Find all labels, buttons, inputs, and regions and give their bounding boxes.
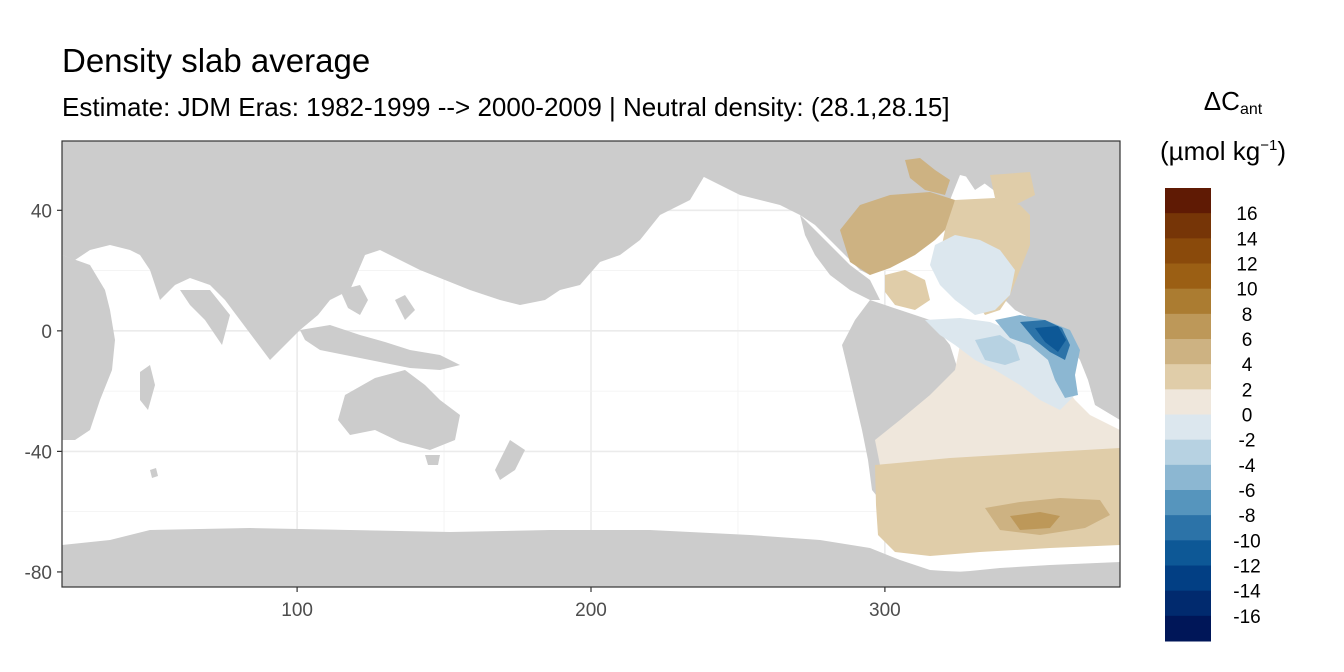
y-axis: 40 0 -40 -80 xyxy=(25,201,62,584)
legend-swatch xyxy=(1165,213,1211,239)
legend-title-symbol: ΔCant xyxy=(1178,86,1288,119)
legend-label: 12 xyxy=(1236,255,1257,276)
legend-label: 6 xyxy=(1242,330,1253,351)
y-tick-label: -80 xyxy=(25,563,52,584)
legend-label: 8 xyxy=(1242,305,1253,326)
region-weddell-core xyxy=(1010,512,1060,530)
legend-swatch xyxy=(1165,339,1211,365)
region-nordic xyxy=(905,158,950,195)
region-carib xyxy=(885,270,930,310)
legend-label: -12 xyxy=(1233,557,1260,578)
legend-label: 2 xyxy=(1242,380,1253,401)
region-south-atlantic xyxy=(875,335,1120,465)
x-tick-label: 200 xyxy=(575,600,607,621)
legend-unit-prefix: (µmol kg xyxy=(1160,136,1261,166)
legend-title-symbol-text: ΔC xyxy=(1203,86,1240,116)
y-tick-label: 0 xyxy=(41,322,52,343)
legend-label: -16 xyxy=(1233,607,1260,628)
region-nordic-2 xyxy=(990,172,1035,205)
legend-swatch xyxy=(1165,464,1211,491)
legend-swatch xyxy=(1165,515,1211,541)
legend-label: -10 xyxy=(1233,531,1260,552)
legend-swatch xyxy=(1165,490,1211,516)
legend-swatch xyxy=(1165,364,1211,390)
legend-label: -2 xyxy=(1239,431,1256,452)
legend-swatch xyxy=(1165,439,1211,466)
legend-swatch xyxy=(1165,188,1211,214)
x-tick-label: 100 xyxy=(281,600,313,621)
legend-swatch xyxy=(1165,389,1211,415)
legend-swatch xyxy=(1165,313,1211,340)
legend-label: 16 xyxy=(1236,204,1257,225)
region-eq-core xyxy=(1035,326,1066,352)
legend-label: -6 xyxy=(1239,481,1256,502)
chart-subtitle: Estimate: JDM Eras: 1982-1999 --> 2000-2… xyxy=(62,92,950,122)
legend-swatch xyxy=(1165,615,1211,642)
legend-swatch xyxy=(1165,238,1211,264)
legend-swatch xyxy=(1165,565,1211,592)
legend-colorbar: 16 14 12 10 8 6 4 2 0 -2 -4 -6 -8 -10 -12 -14 -16 xyxy=(1165,188,1261,642)
legend-label: 0 xyxy=(1242,406,1253,427)
legend-label: -14 xyxy=(1233,582,1261,603)
data-field xyxy=(840,158,1120,556)
legend-label: 14 xyxy=(1236,229,1258,250)
legend-unit-suffix: ) xyxy=(1277,136,1286,166)
x-tick-label: 300 xyxy=(869,600,901,621)
chart-title: Density slab average xyxy=(62,42,371,79)
region-eq-light xyxy=(975,335,1020,365)
land-mask xyxy=(62,141,1120,587)
legend-label: -8 xyxy=(1239,506,1256,527)
legend-label: 4 xyxy=(1242,355,1253,376)
legend-label: -4 xyxy=(1239,456,1256,477)
legend-title-subscript: ant xyxy=(1239,101,1263,118)
x-axis: 100 200 300 xyxy=(281,587,901,621)
legend-label: 10 xyxy=(1236,280,1257,301)
region-central-na xyxy=(930,235,1015,315)
legend-swatch xyxy=(1165,414,1211,441)
legend-swatch xyxy=(1165,590,1211,617)
legend-title-unit: (µmol kg−1) xyxy=(1160,136,1286,167)
legend-swatch xyxy=(1165,263,1211,290)
legend-swatch xyxy=(1165,288,1211,315)
legend-swatch xyxy=(1165,540,1211,566)
legend-unit-superscript: −1 xyxy=(1260,137,1278,154)
y-tick-label: 40 xyxy=(31,201,52,222)
region-labrador xyxy=(840,192,955,275)
y-tick-label: -40 xyxy=(25,442,52,463)
